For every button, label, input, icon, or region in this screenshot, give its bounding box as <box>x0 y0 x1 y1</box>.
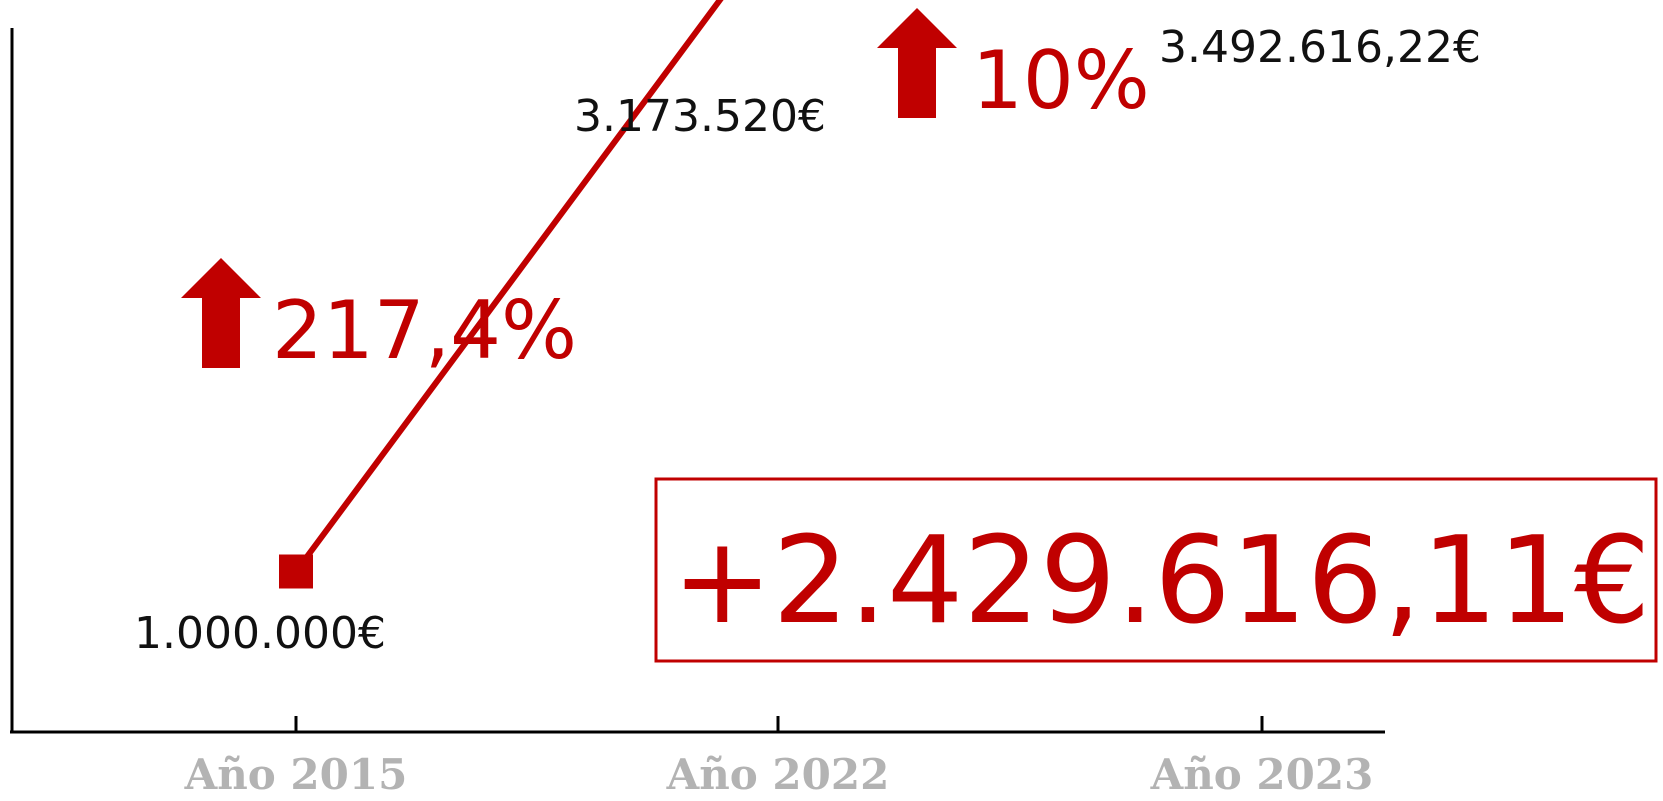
arrow-up-icon <box>181 258 261 368</box>
arrow-up-icon <box>877 8 957 118</box>
data-point <box>279 554 313 589</box>
data-label: 3.492.616,22€ <box>1159 22 1481 73</box>
total-label: +2.429.616,11€ <box>672 512 1650 651</box>
x-tick-label: Año 2015 <box>184 750 408 799</box>
series-line <box>293 0 724 574</box>
data-label: 3.173.520€ <box>574 91 826 142</box>
x-tick-label: Año 2022 <box>666 750 890 799</box>
x-tick-label: Año 2023 <box>1150 750 1374 799</box>
growth-label: 10% <box>972 34 1150 127</box>
growth-label: 217,4% <box>272 284 577 377</box>
total-box <box>654 477 1658 663</box>
data-label: 1.000.000€ <box>134 608 386 659</box>
